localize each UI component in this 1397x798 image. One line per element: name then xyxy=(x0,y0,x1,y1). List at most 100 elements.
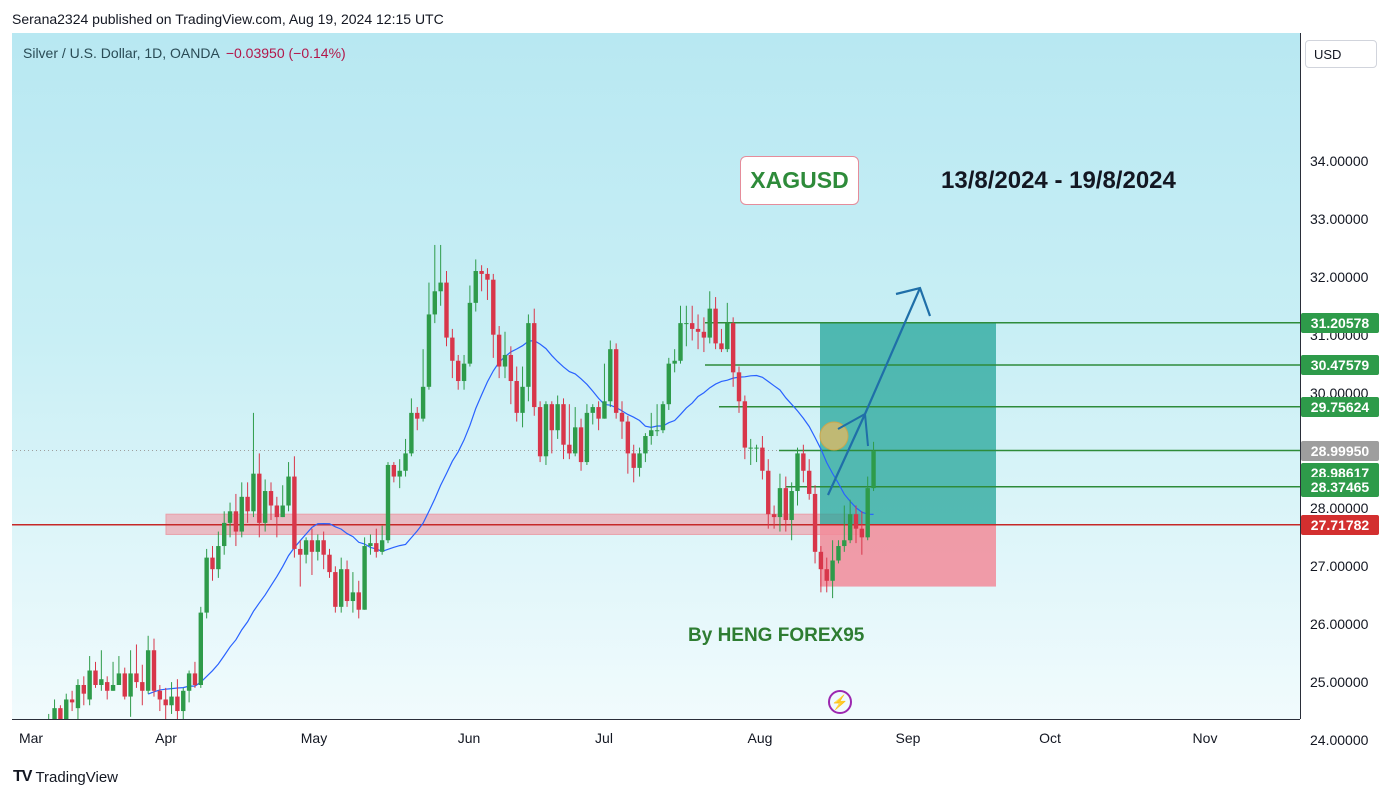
candle-body xyxy=(251,473,256,512)
candle-body xyxy=(58,708,63,719)
candle-body xyxy=(239,496,244,532)
time-tick-label: Jul xyxy=(595,730,613,746)
candle-body xyxy=(543,404,549,457)
chart-canvas[interactable] xyxy=(12,33,1300,719)
candle-body xyxy=(467,302,473,364)
candle-body xyxy=(532,323,537,408)
candle-body xyxy=(725,323,730,350)
price-level-label[interactable]: 27.71782 xyxy=(1301,514,1379,535)
candle-body xyxy=(643,436,648,454)
candle-body xyxy=(637,453,642,468)
price-tick-label: 30.00000 xyxy=(1310,384,1369,401)
candle-body xyxy=(777,488,783,518)
date-range-annotation[interactable]: 13/8/2024 - 19/8/2024 xyxy=(941,167,1176,194)
candle-body xyxy=(280,505,285,518)
candle-body xyxy=(479,271,484,274)
candle-body xyxy=(631,453,636,468)
candle-body xyxy=(654,430,660,432)
candle-body xyxy=(379,540,385,552)
time-tick-label: Mar xyxy=(18,730,44,746)
candle-body xyxy=(496,334,502,367)
candle-body xyxy=(842,540,847,547)
candle-body xyxy=(350,592,356,602)
chart-plot-area[interactable]: Silver / U.S. Dollar, 1D, OANDA −0.03950 … xyxy=(12,33,1300,719)
candle-body xyxy=(262,491,268,523)
brand-name: TradingView xyxy=(35,768,118,786)
symbol-annotation-box[interactable]: XAGUSD xyxy=(740,156,859,205)
candle-body xyxy=(128,673,133,697)
stop-zone xyxy=(820,524,996,587)
price-tick-label: 25.00000 xyxy=(1310,674,1369,691)
candle-body xyxy=(257,473,262,523)
price-level-label[interactable]: 29.75624 xyxy=(1301,396,1379,417)
author-annotation[interactable]: By HENG FOREX95 xyxy=(688,625,865,646)
candle-body xyxy=(701,331,707,338)
candle-body xyxy=(385,464,391,541)
price-level-label[interactable]: 28.99950 xyxy=(1301,440,1379,461)
candle-body xyxy=(438,282,443,292)
tradingview-logo-icon: TV xyxy=(13,768,32,785)
candle-body xyxy=(339,569,344,607)
candle-body xyxy=(584,412,590,463)
candle-body xyxy=(473,271,478,303)
footer-branding: TV TradingView xyxy=(13,768,118,786)
candle-body xyxy=(181,690,186,712)
candle-body xyxy=(713,308,718,344)
time-tick-label: Aug xyxy=(747,730,773,746)
price-tick-label: 28.00000 xyxy=(1310,500,1369,517)
candle-body xyxy=(175,696,180,712)
candle-body xyxy=(695,328,701,332)
candle-body xyxy=(163,699,168,706)
candle-body xyxy=(567,444,572,454)
candle-body xyxy=(292,476,297,549)
price-tick-label: 26.00000 xyxy=(1310,616,1369,633)
candle-body xyxy=(333,572,338,607)
price-tick-label: 24.00000 xyxy=(1310,732,1369,748)
price-level-label[interactable]: 28.37465 xyxy=(1301,476,1379,497)
time-tick-label: May xyxy=(300,730,328,746)
candle-body xyxy=(456,360,461,382)
candle-body xyxy=(210,557,215,570)
candle-body xyxy=(590,407,595,413)
candle-body xyxy=(801,453,806,471)
candle-body xyxy=(81,684,86,694)
candle-body xyxy=(748,447,753,449)
candle-body xyxy=(415,412,420,419)
candle-body xyxy=(537,407,543,457)
price-tick-label: 33.00000 xyxy=(1310,210,1369,227)
candle-body xyxy=(707,308,712,338)
candle-body xyxy=(508,354,514,382)
candle-body xyxy=(514,381,519,413)
candle-body xyxy=(274,505,280,518)
candle-body xyxy=(122,673,127,697)
candle-body xyxy=(140,682,145,691)
price-tick-label: 27.00000 xyxy=(1310,558,1369,575)
price-level-label[interactable]: 31.20578 xyxy=(1301,312,1379,333)
candle-body xyxy=(742,401,748,448)
candle-body xyxy=(116,673,122,685)
candle-body xyxy=(818,551,824,570)
candle-body xyxy=(830,560,835,581)
candle-body xyxy=(608,349,613,402)
candle-body xyxy=(198,612,203,685)
price-level-label[interactable]: 30.47579 xyxy=(1301,355,1379,376)
candle-body xyxy=(87,670,92,700)
candle-body xyxy=(613,349,619,413)
price-tick-label: 32.00000 xyxy=(1310,268,1369,285)
candle-body xyxy=(847,514,853,541)
time-tick-label: Jun xyxy=(457,730,481,746)
candle-body xyxy=(678,323,683,361)
candle-body xyxy=(327,554,332,573)
candle-body xyxy=(789,491,794,520)
candle-body xyxy=(426,314,432,387)
price-axis[interactable]: USD 24.00000 25.00000 26.00000 27.00000 28.0… xyxy=(1300,33,1397,748)
candle-body xyxy=(625,421,631,454)
time-axis[interactable]: Mar Apr May Jun Jul Aug Sep Oct Nov xyxy=(12,719,1300,756)
currency-selector[interactable]: USD xyxy=(1305,40,1377,68)
candle-body xyxy=(555,404,560,431)
candle-body xyxy=(485,273,490,280)
candle-body xyxy=(344,569,350,602)
candle-body xyxy=(561,404,566,445)
lightning-icon[interactable]: ⚡ xyxy=(828,690,852,714)
candle-body xyxy=(730,323,736,373)
